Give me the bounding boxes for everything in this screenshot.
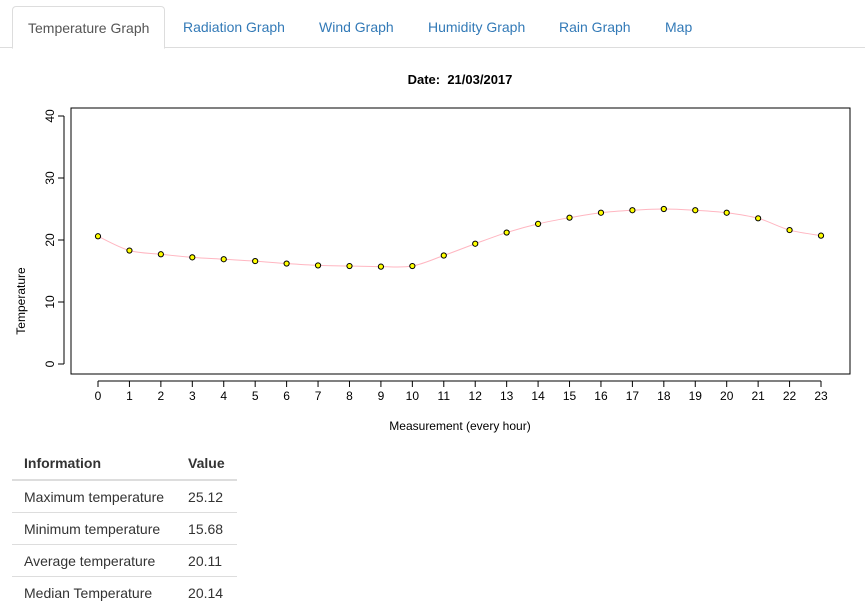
data-point (221, 257, 226, 262)
x-tick-label: 7 (315, 389, 322, 403)
row-value: 20.14 (176, 577, 237, 608)
x-axis-label: Measurement (every hour) (389, 419, 530, 433)
row-label: Maximum temperature (12, 480, 176, 513)
x-tick-label: 2 (158, 389, 165, 403)
y-tick-label: 10 (43, 295, 57, 309)
data-point (190, 255, 195, 260)
x-tick-label: 5 (252, 389, 259, 403)
data-point (630, 208, 635, 213)
data-point (410, 263, 415, 268)
data-point (347, 263, 352, 268)
row-value: 25.12 (176, 480, 237, 513)
data-point (504, 230, 509, 235)
data-point (818, 233, 823, 238)
data-point (158, 252, 163, 257)
y-tick-label: 0 (43, 360, 57, 367)
tab-humidity-graph[interactable]: Humidity Graph (413, 6, 540, 48)
header-information: Information (12, 447, 176, 480)
temperature-line (98, 209, 821, 267)
x-tick-label: 15 (563, 389, 577, 403)
table-header-row: Information Value (12, 447, 237, 480)
row-label: Minimum temperature (12, 513, 176, 545)
x-tick-label: 10 (406, 389, 420, 403)
row-value: 15.68 (176, 513, 237, 545)
x-tick-label: 14 (531, 389, 545, 403)
tab-wind-graph[interactable]: Wind Graph (304, 6, 409, 48)
data-point (441, 253, 446, 258)
table-row: Average temperature 20.11 (12, 545, 237, 577)
x-tick-label: 1 (126, 389, 133, 403)
y-axis: 0 10 20 30 40 (43, 109, 64, 367)
x-tick-label: 22 (783, 389, 797, 403)
x-tick-label: 23 (814, 389, 828, 403)
data-point (598, 210, 603, 215)
x-tick-label: 18 (657, 389, 671, 403)
tab-rain-graph[interactable]: Rain Graph (544, 6, 646, 48)
temperature-points (95, 206, 823, 269)
x-tick-label: 16 (594, 389, 608, 403)
chart-title: Date: 21/03/2017 (408, 72, 513, 87)
data-point (127, 248, 132, 253)
data-point (253, 258, 258, 263)
x-tick-label: 6 (283, 389, 290, 403)
data-point (661, 206, 666, 211)
header-value: Value (176, 447, 237, 480)
data-point (315, 263, 320, 268)
x-tick-label: 13 (500, 389, 514, 403)
x-tick-label: 9 (378, 389, 385, 403)
data-point (724, 210, 729, 215)
x-tick-label: 4 (220, 389, 227, 403)
row-label: Median Temperature (12, 577, 176, 608)
tab-map[interactable]: Map (650, 6, 707, 48)
y-tick-label: 40 (43, 109, 57, 123)
tab-temperature-graph[interactable]: Temperature Graph (12, 6, 165, 49)
x-tick-label: 3 (189, 389, 196, 403)
x-tick-label: 17 (626, 389, 640, 403)
data-point (756, 216, 761, 221)
x-tick-label: 19 (689, 389, 703, 403)
table-row: Median Temperature 20.14 (12, 577, 237, 608)
x-tick-label: 8 (346, 389, 353, 403)
table-row: Minimum temperature 15.68 (12, 513, 237, 545)
tab-radiation-graph[interactable]: Radiation Graph (168, 6, 300, 48)
row-value: 20.11 (176, 545, 237, 577)
tab-bar: Temperature Graph Radiation Graph Wind G… (0, 0, 865, 48)
data-point (473, 241, 478, 246)
plot-box (71, 108, 850, 374)
row-label: Average temperature (12, 545, 176, 577)
x-tick-label: 0 (95, 389, 102, 403)
data-point (787, 227, 792, 232)
data-point (378, 264, 383, 269)
y-tick-label: 20 (43, 233, 57, 247)
y-tick-label: 30 (43, 171, 57, 185)
y-axis-label: Temperature (14, 267, 28, 335)
x-tick-label: 12 (469, 389, 483, 403)
x-tick-label: 11 (438, 389, 451, 403)
data-point (693, 208, 698, 213)
data-point (95, 234, 100, 239)
data-point (535, 221, 540, 226)
data-point (284, 261, 289, 266)
info-table: Information Value Maximum temperature 25… (12, 447, 237, 608)
x-tick-label: 21 (751, 389, 765, 403)
table-row: Maximum temperature 25.12 (12, 480, 237, 513)
data-point (567, 215, 572, 220)
x-tick-label: 20 (720, 389, 734, 403)
